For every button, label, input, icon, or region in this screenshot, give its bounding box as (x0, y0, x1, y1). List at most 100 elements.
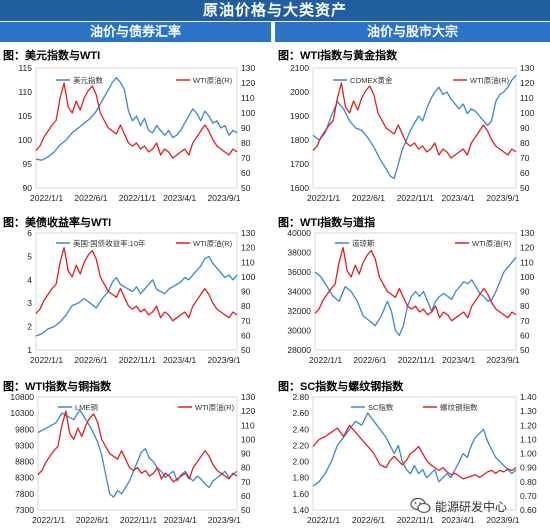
x-axis-tick-label: 2022/11/1 (398, 355, 435, 365)
right-axis-tick-label: 80 (520, 138, 530, 148)
left-axis-tick-label: 2.40 (292, 424, 309, 434)
right-axis-tick-label: 70 (241, 153, 251, 163)
left-axis-tick-label: 7300 (15, 505, 34, 515)
report-banner: 原油价格与大类资产 (0, 0, 550, 22)
left-axis-tick-label: 5 (27, 251, 32, 261)
wechat-logo-icon (410, 497, 431, 514)
right-axis-tick-label: 130 (241, 63, 255, 73)
left-axis-tick-label: 28000 (287, 345, 311, 355)
legend-label: LME铜 (75, 402, 98, 412)
x-axis-tick-label: 2023/9/1 (487, 355, 520, 365)
legend-label: COMEX黄金 (350, 75, 393, 85)
chart-treasury-yield-vs-wti: 6 5 4 3 2 1 130 120 110 100 90 80 70 60 50 2022/1/1 2022… (27, 228, 255, 365)
x-axis-tick-label: 2022/1/1 (309, 355, 342, 365)
legend-label: 美国:国债收益率:10年 (73, 238, 146, 248)
x-axis-tick-label: 2022/1/1 (30, 193, 63, 203)
legend-label: 螺纹钢指数 (440, 402, 478, 412)
right-axis-tick-label: 90 (241, 123, 251, 133)
x-axis-tick-label: 2022/11/1 (119, 355, 156, 365)
x-axis-tick-label: 2022/6/1 (74, 355, 107, 365)
left-axis-tick-label: 95 (23, 159, 33, 169)
x-axis-tick-label: 2022/1/1 (32, 515, 65, 525)
x-axis-tick-label: 2023/9/1 (208, 193, 241, 203)
right-axis-tick-label: 50 (241, 183, 251, 193)
left-axis-tick-label: 30000 (287, 326, 311, 336)
right-axis-tick-label: 90 (520, 123, 530, 133)
right-axis-tick-label: 50 (520, 345, 530, 355)
right-axis-tick-label: 90 (241, 449, 251, 459)
chart-wti-vs-gold: 2100 2000 1900 1800 1700 1600 130 120 110 100 90 80… (290, 63, 534, 203)
x-axis-tick-label: 2022/6/1 (352, 515, 385, 525)
right-axis-tick-label: 120 (241, 243, 255, 253)
left-axis-tick-label: 10300 (10, 408, 34, 418)
x-axis-tick-label: 2022/6/1 (353, 355, 386, 365)
left-axis-tick-label: 36000 (287, 267, 311, 277)
legend-label: WTI原油(R) (472, 238, 512, 248)
x-axis-tick-label: 2023/4/1 (442, 355, 475, 365)
watermark: 能源研发中心 (410, 494, 540, 518)
left-axis-tick-label: 1800 (290, 135, 309, 145)
right-axis-tick-label: 130 (520, 63, 534, 73)
series-line-primary (312, 412, 517, 487)
left-axis-tick-label: 32000 (287, 306, 311, 316)
right-axis-tick-label: 130 (241, 228, 255, 238)
left-axis-tick-label: 3 (27, 298, 32, 308)
page-title: 原油价格与大类资产 (0, 0, 550, 21)
right-axis-tick-label: 80 (241, 138, 251, 148)
left-axis-tick-label: 2100 (290, 63, 309, 73)
chart-caption-2: 图：WTI指数与黄金指数 (278, 50, 398, 62)
right-axis-tick-label: 60 (520, 168, 530, 178)
right-axis-tick-label: 100 (241, 108, 255, 118)
series-line-primary (314, 256, 517, 337)
series-line-secondary (35, 246, 238, 322)
x-axis-tick-label: 2022/6/1 (352, 193, 385, 203)
right-axis-tick-label: 100 (520, 108, 534, 118)
chart-caption-3: 图：美债收益率与WTI (3, 217, 112, 229)
x-axis-tick-label: 2023/9/1 (208, 355, 241, 365)
right-axis-tick-label: 50 (241, 505, 251, 515)
legend-label: SC指数 (368, 402, 394, 412)
legend-label: WTI原油(R) (193, 238, 233, 248)
left-axis-tick-label: 10800 (10, 392, 34, 402)
right-axis-tick-label: 1.10 (520, 434, 537, 444)
left-axis-tick-label: 2.80 (292, 392, 309, 402)
chart-caption-6: 图：SC指数与螺纹钢指数 (278, 381, 404, 393)
left-axis-tick-label: 2.20 (292, 440, 309, 450)
right-axis-tick-label: 0.60 (520, 505, 537, 515)
x-axis-tick-label: 2022/11/1 (120, 515, 157, 525)
right-axis-tick-label: 0.80 (520, 477, 537, 487)
left-axis-tick-label: 2.00 (292, 457, 309, 467)
right-axis-tick-label: 120 (520, 78, 534, 88)
left-axis-tick-label: 1.80 (292, 473, 309, 483)
watermark-text: 能源研发中心 (435, 499, 508, 514)
x-axis-tick-label: 2023/9/1 (486, 193, 519, 203)
right-axis-tick-label: 100 (241, 272, 255, 282)
left-axis-tick-label: 1600 (290, 183, 309, 193)
x-axis-tick-label: 2022/1/1 (307, 193, 340, 203)
left-axis-tick-label: 2 (27, 322, 32, 332)
legend-label: 美元指数 (73, 75, 103, 85)
right-axis-tick-label: 100 (520, 272, 534, 282)
right-axis-tick-label: 70 (520, 153, 530, 163)
x-axis-tick-label: 2022/6/1 (74, 193, 107, 203)
series-line-secondary (35, 82, 238, 159)
x-axis-tick-label: 2022/1/1 (307, 515, 340, 525)
x-axis-tick-label: 2023/4/1 (163, 355, 196, 365)
legend-label: 道琼斯 (352, 238, 375, 248)
right-axis-tick-label: 60 (520, 330, 530, 340)
chart-wti-vs-copper: 10800 10300 9800 9300 8800 8300 7800 7300 130 120… (10, 392, 255, 525)
series-line-primary (312, 74, 517, 180)
series-line-primary (35, 76, 238, 161)
chart-sc-vs-rebar: 2.80 2.60 2.40 2.20 2.00 1.80 1.60 1.40 1.40 1.30… (292, 392, 537, 525)
left-axis-tick-label: 38000 (287, 248, 311, 258)
chart-caption-4: 图：WTI指数与道指 (278, 217, 376, 229)
left-axis-tick-label: 2.60 (292, 408, 309, 418)
column-divider (271, 42, 275, 532)
left-axis-tick-label: 9800 (15, 424, 34, 434)
series-line-primary (35, 255, 238, 337)
right-axis-tick-label: 110 (520, 257, 534, 267)
right-axis-tick-label: 1.40 (520, 392, 537, 402)
left-axis-tick-label: 90 (23, 183, 33, 193)
series-line-secondary (312, 82, 517, 159)
x-axis-tick-label: 2023/4/1 (442, 515, 475, 525)
